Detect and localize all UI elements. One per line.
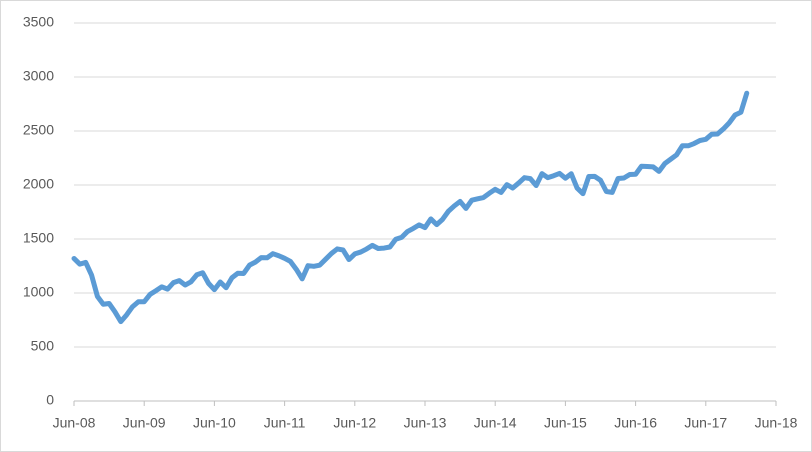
y-tick-label: 2000	[23, 176, 54, 192]
x-tick-label: Jun-11	[264, 415, 306, 431]
data-line	[71, 90, 750, 325]
x-tick-label: Jun-10	[193, 415, 236, 431]
y-tick-label: 1000	[23, 284, 54, 300]
x-tick-label: Jun-15	[544, 415, 587, 431]
x-tick-label: Jun-09	[123, 415, 166, 431]
y-tick-label: 2500	[23, 122, 54, 138]
x-tick-label: Jun-13	[404, 415, 447, 431]
x-tick-label: Jun-14	[474, 415, 517, 431]
y-tick-label: 3500	[23, 14, 54, 30]
y-tick-label: 3000	[23, 68, 54, 84]
y-tick-label: 1500	[23, 230, 54, 246]
x-tick-label: Jun-12	[333, 415, 376, 431]
x-tick-label: Jun-08	[53, 415, 96, 431]
x-tick-label: Jun-18	[755, 415, 798, 431]
x-tick-label: Jun-16	[614, 415, 657, 431]
x-tick-label: Jun-17	[684, 415, 727, 431]
y-tick-label: 0	[46, 392, 54, 408]
y-tick-label: 500	[31, 338, 55, 354]
